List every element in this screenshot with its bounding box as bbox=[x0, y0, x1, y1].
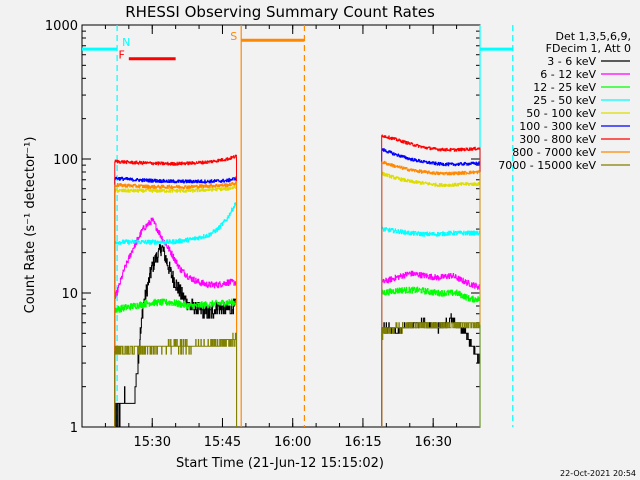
series-line bbox=[114, 186, 237, 193]
y-tick-label: 100 bbox=[53, 153, 78, 168]
legend-label: 25 - 50 keV bbox=[533, 94, 596, 107]
x-tick-label: 15:45 bbox=[204, 435, 241, 450]
legend-label: 12 - 25 keV bbox=[533, 81, 596, 94]
legend-label: 50 - 100 keV bbox=[526, 107, 596, 120]
series-line bbox=[114, 298, 237, 313]
y-tick-label: 10 bbox=[61, 287, 78, 302]
series-line bbox=[114, 154, 237, 166]
legend-header-line-1: Det 1,3,5,6,9, bbox=[555, 30, 631, 43]
series-line bbox=[381, 322, 480, 340]
y-tick-label: 1 bbox=[70, 421, 78, 436]
x-tick-label: 15:30 bbox=[134, 435, 171, 450]
series-line bbox=[381, 160, 481, 176]
legend-label: 6 - 12 keV bbox=[540, 68, 596, 81]
series-line bbox=[114, 181, 237, 190]
legend-label: 800 - 7000 keV bbox=[512, 146, 596, 159]
series-line bbox=[114, 176, 237, 184]
series-line bbox=[114, 217, 237, 299]
series-line bbox=[381, 286, 481, 303]
legend-label: 100 - 300 keV bbox=[519, 120, 596, 133]
x-axis-label: Start Time (21-Jun-12 15:15:02) bbox=[176, 456, 384, 471]
flag-label: F bbox=[118, 49, 124, 62]
series-line bbox=[114, 332, 237, 355]
x-tick-label: 16:30 bbox=[414, 435, 451, 450]
legend-label: 300 - 800 keV bbox=[519, 133, 596, 146]
chart-title: RHESSI Observing Summary Count Rates bbox=[125, 3, 435, 21]
plot-frame bbox=[81, 24, 481, 428]
flag-label: N bbox=[122, 36, 130, 49]
series-line bbox=[381, 171, 481, 188]
y-tick-label: 1000 bbox=[45, 19, 78, 34]
series-line bbox=[114, 202, 237, 245]
series-line bbox=[381, 226, 481, 237]
series-line bbox=[381, 134, 481, 152]
legend-header-line-2: FDecim 1, Att 0 bbox=[546, 42, 631, 55]
legend-label: 3 - 6 keV bbox=[547, 55, 596, 68]
series-line bbox=[114, 244, 237, 428]
series-line bbox=[381, 313, 480, 364]
timestamp: 22-Oct-2021 20:54 bbox=[560, 469, 636, 478]
x-tick-label: 16:00 bbox=[274, 435, 311, 450]
y-axis-label: Count Rate (s⁻¹ detector⁻¹) bbox=[23, 137, 38, 314]
legend-label: 7000 - 15000 keV bbox=[498, 159, 596, 172]
series-line bbox=[381, 148, 481, 167]
x-tick-label: 16:15 bbox=[344, 435, 381, 450]
flag-label: S bbox=[230, 30, 237, 43]
series-line bbox=[381, 270, 481, 290]
plot-area: 1 10 100 1000 15:30 15:45 16:00 16:15 16:30 NF S bbox=[45, 19, 514, 450]
